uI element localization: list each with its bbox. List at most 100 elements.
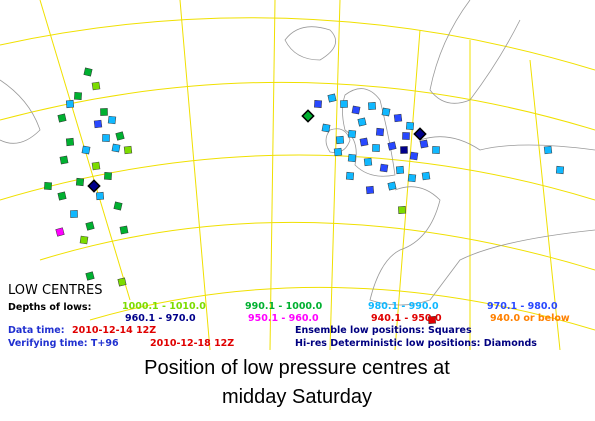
ensemble-square	[104, 172, 112, 180]
latitude-line	[0, 154, 595, 201]
ensemble-square	[44, 182, 52, 190]
ensemble-square	[393, 113, 403, 123]
legend-range: 1000.1 - 1010.0	[122, 301, 206, 312]
continental-coast	[419, 136, 595, 151]
ensemble-square	[59, 155, 69, 165]
ensemble-square	[333, 147, 343, 157]
deterministic-note: Hi-res Deterministic low positions: Diam…	[295, 338, 537, 349]
ensemble-square	[368, 102, 376, 110]
ensemble-square	[119, 225, 129, 235]
ensemble-square	[102, 134, 110, 142]
ensemble-square	[113, 201, 123, 211]
ensemble-square	[83, 67, 93, 77]
ensemble-square	[372, 144, 380, 152]
ensemble-square	[381, 107, 391, 117]
ensemble-square	[65, 99, 75, 109]
legend-range: 950.1 - 960.0	[248, 313, 319, 324]
ensemble-square	[100, 108, 108, 116]
ensemble-square	[395, 165, 405, 175]
ensemble-square	[409, 151, 419, 161]
ensemble-square	[111, 143, 121, 153]
ensemble-square	[387, 181, 397, 191]
ensemble-square	[365, 185, 375, 195]
ensemble-square	[405, 121, 415, 131]
ensemble-square	[74, 92, 82, 100]
ensemble-square	[359, 137, 369, 147]
longitude-line	[179, 0, 211, 351]
ensemble-square	[65, 137, 75, 147]
ireland	[325, 128, 351, 153]
ensemble-square	[107, 115, 117, 125]
ensemble-square	[75, 177, 85, 187]
ensemble-square	[345, 171, 355, 181]
ensemble-square	[55, 227, 65, 237]
ensemble-square	[357, 117, 367, 127]
ensemble-square	[79, 235, 89, 245]
legend-range: 970.1 - 980.0	[487, 301, 558, 312]
europe-coast	[369, 186, 595, 306]
ensemble-square	[340, 100, 348, 108]
caption-line: midday Saturday	[222, 386, 372, 408]
ensemble-square	[327, 93, 337, 103]
legend-ranges: 1000.1 - 1010.0 990.1 - 1000.0 980.1 - 990…	[122, 301, 570, 324]
ensemble-square	[387, 141, 397, 151]
ensemble-square	[407, 173, 417, 183]
ensemble-square	[419, 139, 429, 149]
ensemble-square	[398, 206, 406, 214]
legend-range: 980.1 - 990.0	[368, 301, 439, 312]
legend-subtitle: Depths of lows:	[8, 302, 91, 313]
britain	[342, 88, 396, 177]
ensemble-square	[91, 81, 101, 91]
verifying-label: Verifying time: T+96	[8, 338, 119, 349]
iceland	[284, 26, 337, 61]
latitude-line	[89, 286, 595, 331]
ensemble-square	[400, 146, 408, 154]
ensemble-note: Ensemble low positions: Squares	[295, 325, 472, 336]
longitude-line	[394, 29, 421, 351]
ensemble-square	[375, 127, 385, 137]
ensemble-square	[314, 100, 322, 108]
ensemble-square	[70, 210, 78, 218]
legend-title: LOW CENTRES	[8, 283, 102, 298]
coastlines	[0, 0, 595, 306]
ensemble-square	[93, 119, 103, 129]
data-time-label: Data time:	[8, 325, 65, 336]
ensemble-square	[421, 171, 431, 181]
latitude-line	[0, 81, 595, 131]
latitude-line	[39, 221, 595, 271]
ensemble-square	[91, 161, 101, 171]
ensemble-square	[117, 277, 127, 287]
ensemble-square	[115, 131, 125, 141]
ensemble-square	[81, 145, 91, 155]
ensemble-square	[85, 221, 95, 231]
ensemble-square	[347, 153, 357, 163]
ensemble-square	[85, 271, 95, 281]
ensemble-square	[379, 163, 389, 173]
latitude-line	[0, 17, 595, 71]
legend-range: 940.0 or below	[490, 313, 570, 324]
ensemble-square	[432, 146, 440, 154]
ensemble-square	[123, 145, 133, 155]
legend-range: 960.1 - 970.0	[125, 313, 196, 324]
greenland-coast	[0, 79, 41, 144]
deterministic-diamond	[301, 109, 315, 123]
deterministic-diamond	[87, 179, 101, 193]
deterministic-diamond	[413, 127, 427, 141]
ensemble-square	[95, 191, 105, 201]
legend-range: 990.1 - 1000.0	[245, 301, 323, 312]
low-markers	[44, 67, 565, 324]
caption-line: Position of low pressure centres at	[144, 357, 450, 379]
verifying-time: 2010-12-18 12Z	[150, 338, 234, 349]
ensemble-square	[402, 132, 410, 140]
graticule	[0, 0, 595, 351]
ensemble-square	[543, 145, 553, 155]
ensemble-square	[335, 135, 345, 145]
legend-range: 940.1 - 950.0	[371, 313, 442, 324]
ensemble-square	[428, 316, 436, 324]
ensemble-square	[57, 113, 67, 123]
data-time: 2010-12-14 12Z	[72, 325, 156, 336]
ensemble-square	[321, 123, 331, 133]
ensemble-square	[555, 165, 565, 175]
